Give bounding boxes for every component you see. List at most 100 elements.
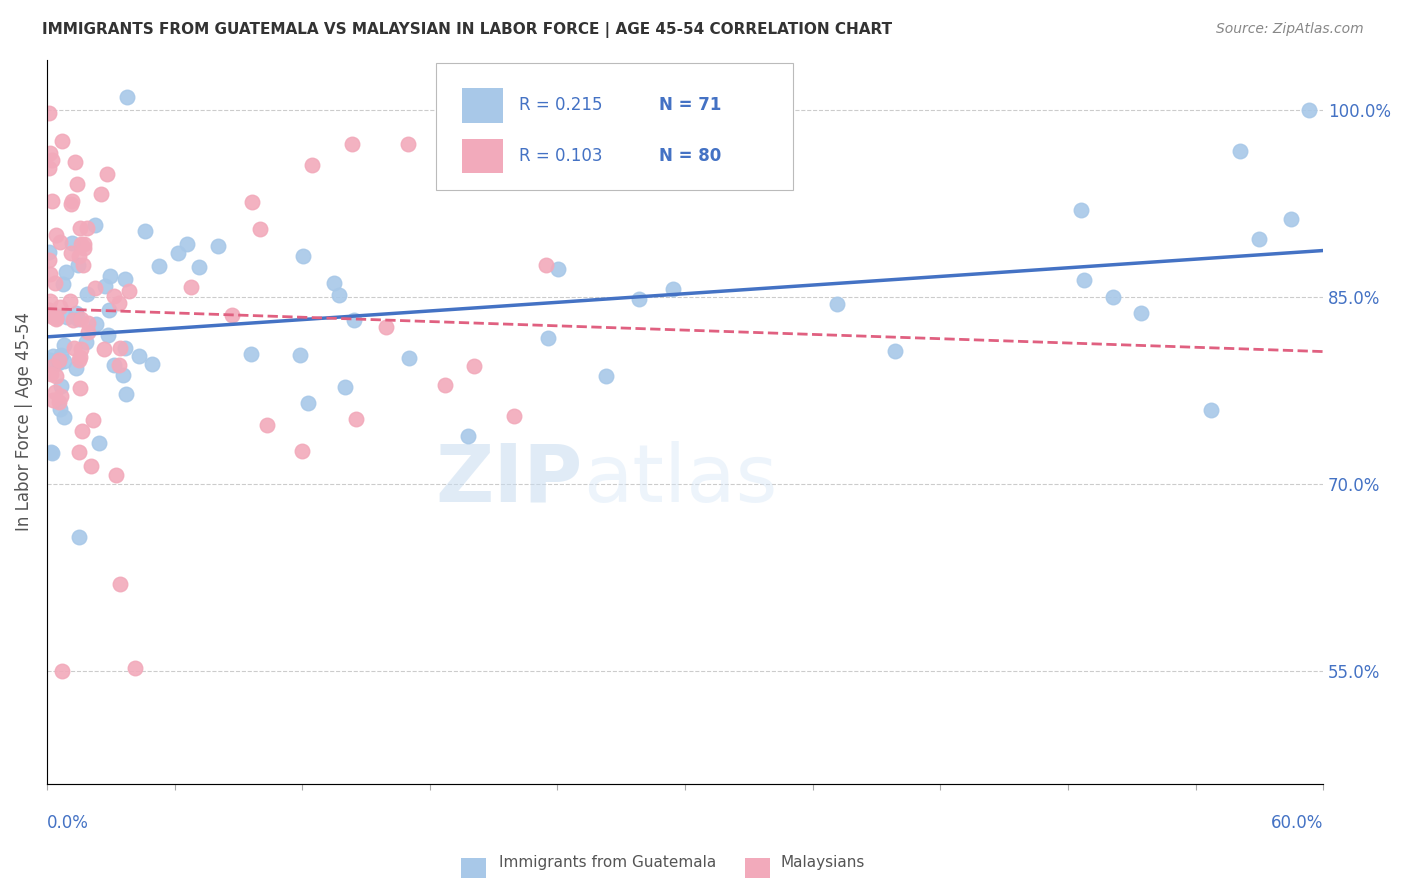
Point (76, 221, 98, 235)
Point (1229, 145, 1251, 159)
Point (42, 359, 65, 374)
Point (291, 443, 314, 458)
Point (59, 293, 82, 308)
Point (65, 155, 87, 169)
Point (48, 401, 70, 416)
Point (60, 245, 83, 260)
Point (124, 661, 146, 675)
Point (84, 281, 107, 295)
Point (67, 249, 90, 263)
Point (1070, 203, 1092, 218)
FancyBboxPatch shape (461, 87, 502, 122)
Point (96, 167, 118, 181)
Point (49, 389, 72, 403)
Point (41, 392, 63, 407)
Point (148, 259, 170, 273)
Point (62, 313, 84, 327)
Point (98, 269, 121, 284)
Point (67, 352, 90, 367)
Text: N = 80: N = 80 (659, 147, 721, 165)
Point (45, 312, 67, 326)
Point (53, 354, 76, 368)
Text: 0.0%: 0.0% (46, 814, 89, 832)
Point (502, 409, 524, 423)
Point (51, 134, 73, 148)
Point (44, 369, 66, 384)
Point (41, 153, 63, 168)
Point (38, 303, 60, 318)
Point (39, 368, 62, 382)
FancyBboxPatch shape (436, 63, 793, 190)
Point (537, 331, 560, 345)
Y-axis label: In Labor Force | Age 45-54: In Labor Force | Age 45-54 (15, 312, 32, 532)
Point (301, 158, 323, 172)
Point (60, 236, 83, 251)
Point (1279, 212, 1302, 227)
Text: IMMIGRANTS FROM GUATEMALA VS MALAYSIAN IN LABOR FORCE | AGE 45-54 CORRELATION CH: IMMIGRANTS FROM GUATEMALA VS MALAYSIAN I… (42, 22, 893, 38)
Point (44, 385, 66, 400)
Point (41, 349, 63, 363)
Point (108, 341, 131, 355)
Point (134, 224, 156, 238)
Point (187, 260, 209, 275)
Point (39, 294, 62, 309)
Point (105, 467, 128, 482)
Point (49, 300, 72, 314)
Point (118, 285, 141, 299)
Point (256, 417, 278, 432)
Point (69, 350, 91, 364)
Point (70, 343, 93, 357)
Point (221, 308, 243, 322)
Point (48, 395, 70, 409)
Point (1298, 103, 1320, 117)
Point (56, 310, 79, 324)
Point (66, 259, 89, 273)
Point (108, 358, 131, 372)
Point (110, 577, 132, 591)
Point (73, 241, 96, 255)
Point (176, 236, 198, 251)
Text: 60.0%: 60.0% (1271, 814, 1323, 832)
Point (297, 395, 319, 409)
Point (45, 310, 67, 325)
Point (825, 297, 848, 311)
Point (343, 313, 366, 327)
Point (396, 136, 419, 151)
Point (662, 282, 685, 296)
Point (547, 261, 569, 276)
Point (344, 412, 367, 426)
Point (42, 310, 65, 324)
Point (98, 303, 121, 318)
Point (79, 458, 101, 473)
Text: N = 71: N = 71 (659, 96, 721, 114)
Point (38, 106, 60, 120)
Point (59, 197, 82, 211)
Point (1201, 403, 1223, 417)
Point (398, 351, 420, 365)
Point (114, 271, 136, 285)
Point (66, 312, 89, 326)
Point (1073, 273, 1095, 287)
Point (1247, 232, 1270, 246)
Point (463, 359, 485, 373)
Point (69, 220, 91, 235)
Point (457, 429, 479, 443)
Point (41, 446, 63, 460)
Point (77, 317, 100, 331)
Point (38, 146, 60, 161)
Point (595, 368, 617, 383)
Point (62, 342, 84, 356)
Point (115, 387, 138, 401)
Point (128, 349, 150, 363)
Point (49, 235, 72, 249)
Point (67, 530, 90, 544)
Text: R = 0.103: R = 0.103 (519, 147, 603, 165)
Point (240, 194, 263, 209)
Text: R = 0.215: R = 0.215 (519, 96, 603, 114)
Point (240, 347, 263, 361)
Point (53, 338, 76, 352)
Point (38, 245, 60, 260)
Point (38, 352, 60, 367)
Point (38, 252, 60, 267)
Point (69, 381, 91, 395)
